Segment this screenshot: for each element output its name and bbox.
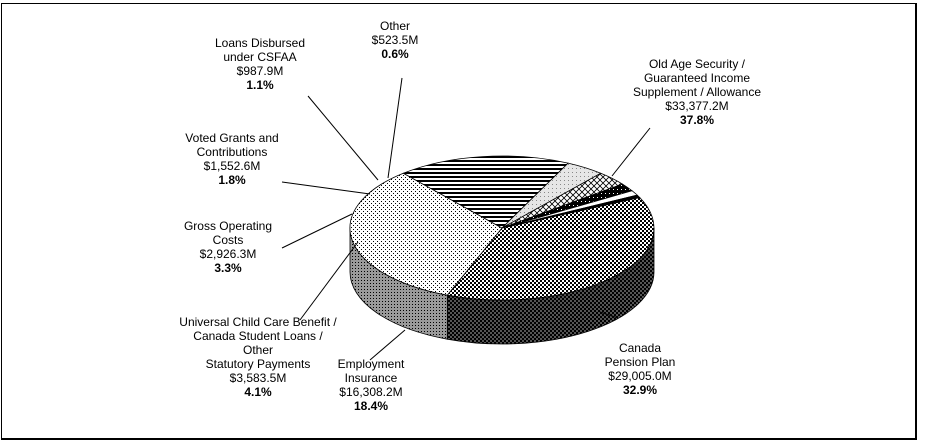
slice-name-3: Universal Child Care Benefit / xyxy=(179,315,337,329)
slice-name-1: Canada xyxy=(619,341,661,355)
slice-label-3: Universal Child Care Benefit / Canada Stu… xyxy=(179,315,337,399)
slice-name-2: Insurance xyxy=(345,371,398,385)
slice-amount-1: $29,005.0M xyxy=(608,369,671,383)
slice-percent-5: 1.8% xyxy=(218,173,246,187)
slice-name-5: Contributions xyxy=(197,145,268,159)
slice-labels: Old Age Security / Guaranteed Income Suppl… xyxy=(179,19,761,413)
slice-name-6: under CSFAA xyxy=(223,50,296,64)
slice-amount-7: $523.5M xyxy=(372,33,419,47)
slice-label-4: Gross Operating Costs $2,926.3M 3.3% xyxy=(184,219,272,275)
slice-name-5: Voted Grants and xyxy=(185,131,278,145)
slice-name-3: Statutory Payments xyxy=(206,357,311,371)
slice-label-6: Loans Disbursed under CSFAA $987.9M 1.1% xyxy=(215,36,305,92)
slice-amount-3: $3,583.5M xyxy=(230,371,287,385)
slice-label-0: Old Age Security / Guaranteed Income Suppl… xyxy=(633,57,761,127)
slice-name-0: Supplement / Allowance xyxy=(633,85,761,99)
slice-amount-0: $33,377.2M xyxy=(665,99,728,113)
leader-line-0 xyxy=(611,127,651,177)
slice-name-2: Employment xyxy=(338,357,405,371)
leader-line-6 xyxy=(307,95,379,181)
pie-slice-1 xyxy=(349,172,503,296)
slice-name-3: Other xyxy=(243,343,273,357)
pie-slice-2 xyxy=(402,155,569,229)
slice-label-2: Employment Insurance $16,308.2M 18.4% xyxy=(338,357,405,413)
slice-name-0: Guaranteed Income xyxy=(644,71,750,85)
slice-amount-6: $987.9M xyxy=(237,64,284,78)
slice-name-0: Old Age Security / xyxy=(649,57,746,71)
pie-slice-0 xyxy=(446,197,655,301)
slice-percent-2: 18.4% xyxy=(354,399,388,413)
slice-label-5: Voted Grants and Contributions $1,552.6M 1.… xyxy=(185,131,278,187)
slice-name-7: Other xyxy=(380,19,410,33)
pie-top-faces xyxy=(349,155,655,301)
leader-lines xyxy=(281,77,651,361)
slice-name-4: Gross Operating xyxy=(184,219,272,233)
slice-percent-4: 3.3% xyxy=(214,261,242,275)
pie-slice-7 xyxy=(501,194,641,229)
slice-amount-2: $16,308.2M xyxy=(339,385,402,399)
leader-line-5 xyxy=(281,181,371,195)
slice-amount-4: $2,926.3M xyxy=(200,247,257,261)
leader-line-4 xyxy=(281,213,353,249)
leader-line-3 xyxy=(299,241,359,321)
slice-name-6: Loans Disbursed xyxy=(215,36,305,50)
slice-percent-7: 0.6% xyxy=(381,47,409,61)
slice-percent-0: 37.8% xyxy=(680,113,714,127)
slice-label-7: Other $523.5M 0.6% xyxy=(372,19,419,61)
slice-percent-1: 32.9% xyxy=(623,383,657,397)
slice-percent-6: 1.1% xyxy=(246,78,274,92)
leader-line-1 xyxy=(599,311,619,319)
leader-line-2 xyxy=(369,329,406,361)
slice-amount-5: $1,552.6M xyxy=(204,159,261,173)
slice-label-1: Canada Pension Plan $29,005.0M 32.9% xyxy=(605,341,676,397)
slice-name-3: Canada Student Loans / xyxy=(193,329,323,343)
leader-line-7 xyxy=(387,77,403,179)
slice-name-4: Costs xyxy=(213,233,244,247)
slice-percent-3: 4.1% xyxy=(244,385,272,399)
slice-name-1: Pension Plan xyxy=(605,355,676,369)
